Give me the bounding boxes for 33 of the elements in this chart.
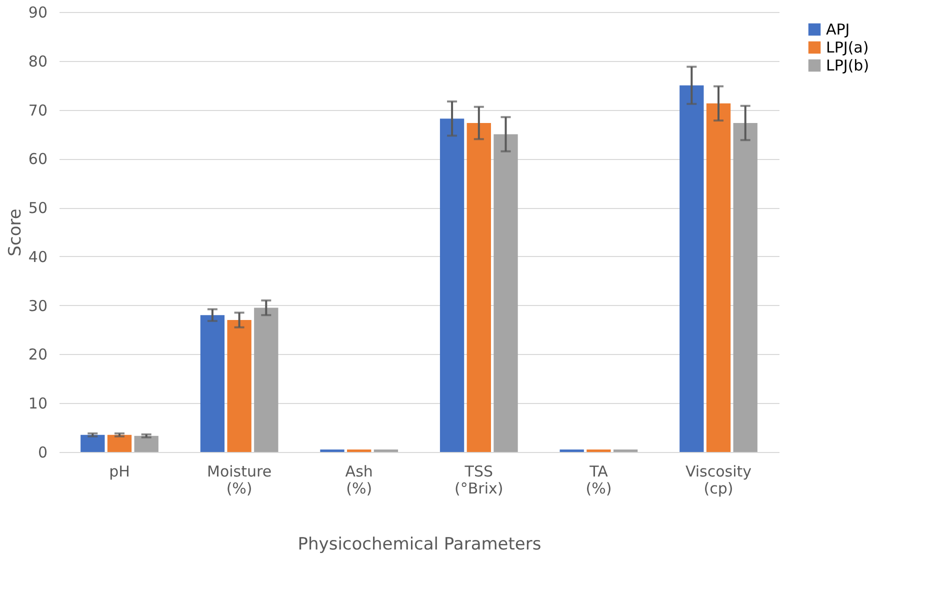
bar	[80, 434, 105, 452]
x-tick-label: Ash (%)	[345, 462, 373, 498]
y-tick-label: 50	[28, 199, 48, 218]
x-tick-label: Viscosity (cp)	[685, 462, 752, 498]
legend-label: LPJ(a)	[826, 38, 869, 56]
y-tick-label: 40	[28, 248, 48, 266]
y-tick-label: 90	[28, 4, 48, 22]
bar	[440, 118, 464, 452]
x-tick-label: TA (%)	[586, 462, 612, 498]
bar	[466, 122, 491, 452]
bar	[680, 85, 704, 452]
bar	[134, 436, 158, 452]
bar	[733, 122, 758, 452]
x-axis-title: Physicochemical Parameters	[298, 534, 542, 554]
legend-label: LPJ(b)	[826, 56, 870, 74]
y-tick-label: 80	[28, 52, 48, 70]
bar	[706, 103, 731, 452]
bar	[107, 434, 132, 452]
y-tick-label: 70	[28, 101, 48, 120]
y-tick-label: 30	[28, 296, 48, 315]
bar	[254, 308, 278, 452]
y-tick-label: 10	[28, 394, 48, 413]
bar	[227, 320, 252, 452]
bar	[494, 134, 518, 452]
bar	[200, 315, 225, 452]
y-tick-label: 60	[28, 150, 48, 168]
y-tick-label: 20	[28, 346, 48, 364]
y-axis-title: Score	[5, 208, 26, 256]
x-tick-label: TSS (°Brix)	[454, 462, 504, 498]
x-tick-label: pH	[109, 462, 130, 480]
legend-label: APJ	[826, 20, 850, 38]
y-tick-label: 0	[38, 444, 48, 462]
x-tick-label: Moisture (%)	[207, 462, 272, 498]
